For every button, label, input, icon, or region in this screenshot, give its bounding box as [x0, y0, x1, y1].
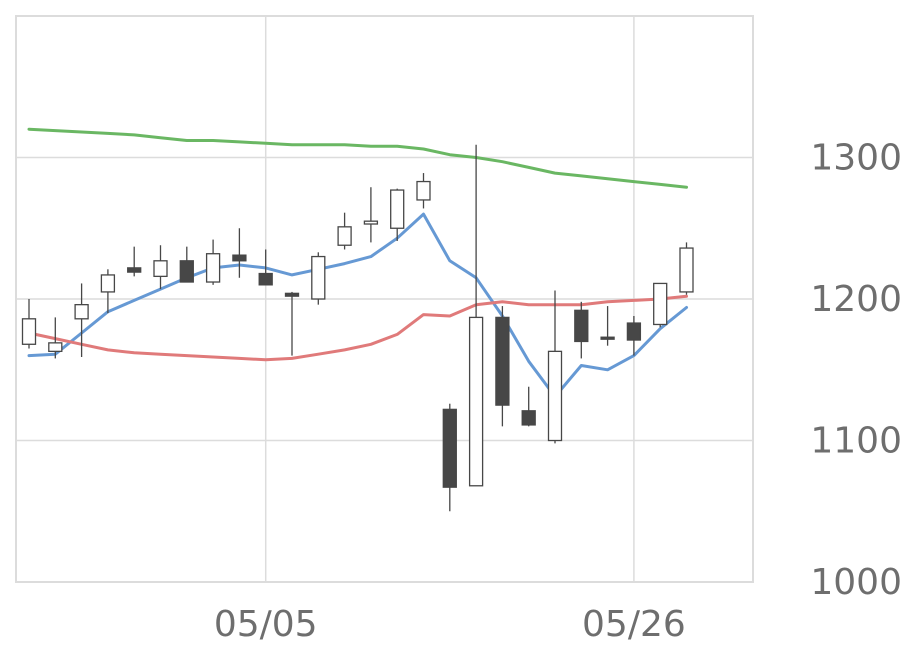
candle-body-23 [626, 322, 642, 341]
candle-3 [100, 269, 116, 314]
candle-body-9 [258, 272, 273, 286]
candle-body-20 [547, 350, 563, 442]
candle-body-25 [679, 247, 694, 293]
candle-body-13 [363, 220, 379, 225]
plot-frame [15, 15, 754, 583]
candle-9 [258, 249, 273, 286]
candle-body-17 [468, 316, 484, 487]
candle-body-11 [311, 255, 326, 300]
candle-17 [468, 144, 484, 487]
candles [21, 144, 694, 512]
candle-1 [48, 317, 63, 359]
candle-25 [679, 242, 694, 295]
candle-body-24 [653, 282, 668, 326]
candle-8 [232, 228, 247, 278]
candle-5 [153, 245, 168, 290]
candle-6 [179, 246, 194, 283]
candle-11 [311, 252, 326, 305]
candle-18 [495, 306, 510, 427]
y-tick-label-1300: 1300 [810, 138, 902, 179]
moving-average-line-0 [27, 212, 688, 399]
candle-body-14 [390, 189, 405, 229]
candle-body-10 [284, 292, 300, 297]
candle-body-15 [416, 180, 431, 201]
candle-body-1 [48, 342, 63, 353]
candle-body-5 [153, 260, 168, 278]
candle-2 [74, 283, 89, 358]
candle-body-0 [21, 318, 37, 345]
candle-body-21 [574, 309, 589, 343]
candle-19 [521, 386, 536, 427]
moving-average-line-1 [27, 294, 688, 362]
candle-body-2 [74, 304, 89, 320]
candle-22 [600, 306, 615, 346]
candle-body-7 [205, 253, 221, 283]
x-tick-label-1: 05/26 [582, 604, 686, 645]
candle-body-16 [442, 408, 457, 488]
x-axis-tick-labels: 05/05 05/26 [214, 604, 686, 645]
candle-13 [363, 187, 379, 243]
candle-body-19 [521, 410, 536, 426]
moving-average-lines [27, 127, 688, 399]
candle-21 [574, 301, 589, 359]
candle-body-18 [495, 316, 510, 406]
candle-body-6 [179, 260, 194, 283]
y-tick-label-1000: 1000 [810, 562, 902, 603]
y-axis-tick-labels: 1000 1100 1200 1300 [810, 138, 902, 604]
x-tick-label-0: 05/05 [214, 604, 318, 645]
y-tick-label-1100: 1100 [810, 421, 902, 462]
candle-16 [442, 403, 457, 512]
candle-body-8 [232, 254, 247, 262]
candle-body-3 [100, 274, 116, 293]
candle-4 [127, 246, 142, 277]
candle-body-12 [337, 226, 352, 246]
candle-20 [547, 290, 563, 444]
moving-average-line-2 [27, 127, 688, 189]
candle-12 [337, 212, 352, 250]
candle-10 [284, 291, 300, 356]
candle-24 [653, 282, 668, 328]
candle-14 [390, 188, 405, 241]
candle-0 [21, 299, 37, 349]
candle-7 [205, 239, 221, 285]
candle-15 [416, 173, 431, 209]
candle-body-22 [600, 336, 615, 340]
candle-23 [626, 315, 642, 356]
y-tick-label-1200: 1200 [810, 279, 902, 320]
candle-body-4 [127, 267, 142, 273]
